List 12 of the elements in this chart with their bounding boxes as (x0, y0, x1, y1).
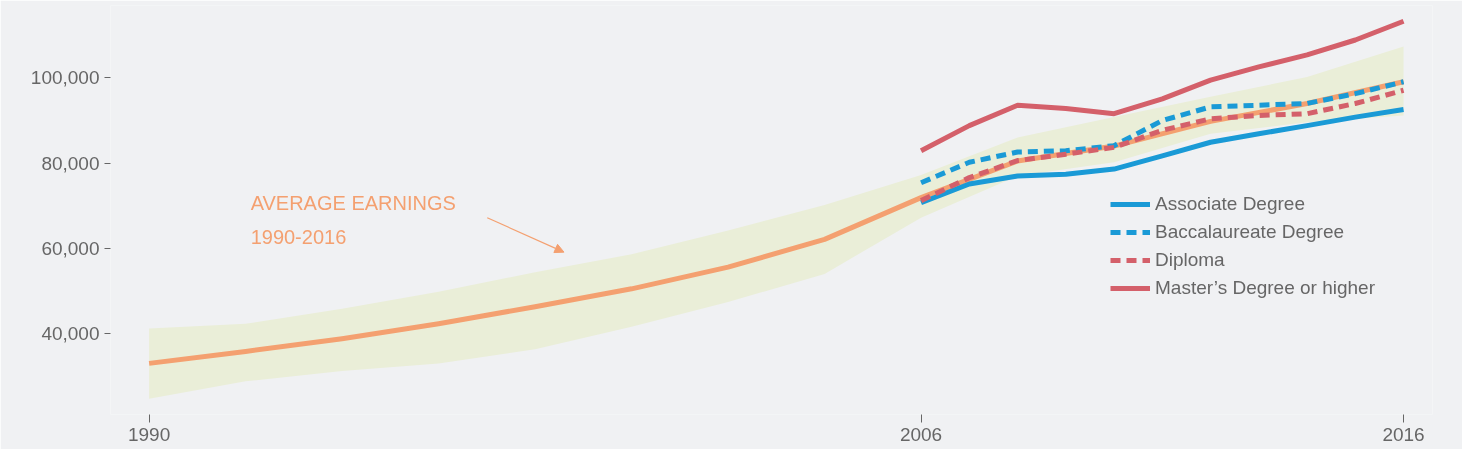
y-tick-label: 40,000 (41, 323, 100, 345)
x-tick-label: 1990 (127, 423, 171, 445)
legend-label: Master’s Degree or higher (1155, 277, 1376, 299)
legend-label: Associate Degree (1155, 193, 1305, 215)
x-tick-label: 2016 (1382, 423, 1425, 445)
y-tick-label: 100,000 (30, 67, 100, 89)
annotation: AVERAGE EARNINGS 1990-2016 (250, 192, 456, 249)
x-tick-label: 2006 (899, 423, 943, 445)
y-tick-label: 80,000 (41, 152, 100, 174)
y-tick-label: 60,000 (41, 237, 100, 259)
legend-label: Baccalaureate Degree (1155, 221, 1345, 243)
legend-label: Diploma (1155, 249, 1225, 271)
